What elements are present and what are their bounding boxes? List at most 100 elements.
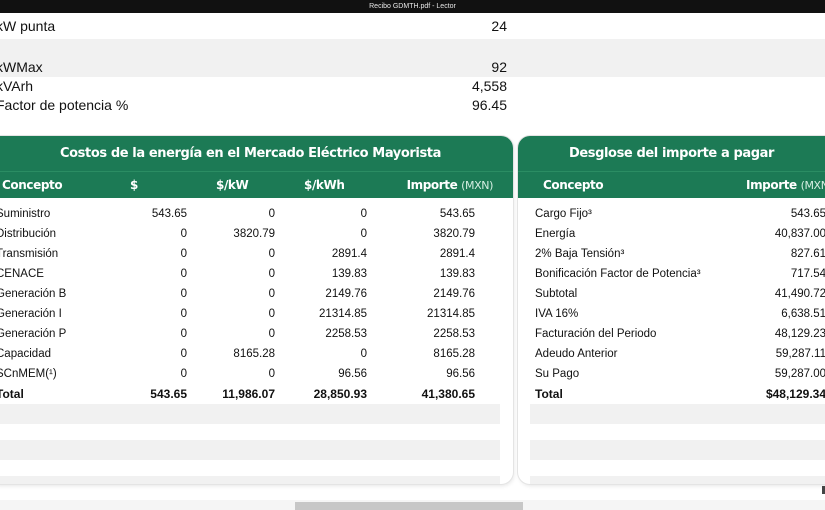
cell-per-kwh: 2149.76 [325, 288, 367, 300]
table-row: Suministro 543.65 0 0 543.65 [0, 204, 513, 224]
header-per-kwh: $/kWh [304, 178, 345, 192]
empty-row [530, 404, 825, 424]
cell-importe: 2258.53 [433, 328, 475, 340]
cell-pesos: 543.65 [151, 208, 187, 220]
total-importe: $48,129.34 [765, 387, 825, 401]
header-importe: Importe (MXN) [746, 172, 825, 199]
table-row: Facturación del Periodo 48,129.23 [518, 324, 825, 344]
cell-concepto: Capacidad [0, 348, 51, 360]
cell-per-kw: 0 [268, 208, 275, 220]
cell-per-kwh: 2891.4 [331, 248, 367, 260]
cell-concepto: CENACE [0, 268, 44, 280]
cell-importe: 717.54 [790, 268, 825, 280]
cell-importe: 59,287.11 [775, 348, 825, 360]
cell-importe: 543.65 [439, 208, 475, 220]
cell-pesos: 0 [180, 268, 187, 280]
total-row: Total $48,129.34 [518, 384, 825, 404]
header-importe: Importe (MXN) [406, 172, 494, 199]
empty-row [0, 476, 500, 484]
table-row: Generación I 0 0 21314.85 21314.85 [0, 304, 513, 324]
table-row: Adeudo Anterior 59,287.11 [518, 344, 825, 364]
table-row: Cargo Fijo³ 543.65 [518, 204, 825, 224]
empty-row [0, 440, 500, 460]
cell-importe: 96.56 [446, 368, 475, 380]
cell-importe: 3820.79 [433, 228, 475, 240]
summary-row-kw-punta: kW punta 24 [0, 17, 825, 36]
cell-per-kwh: 2258.53 [325, 328, 367, 340]
summary-label: kW punta [0, 18, 56, 34]
cell-per-kw: 0 [268, 368, 275, 380]
cell-concepto: 2% Baja Tensión³ [535, 248, 625, 260]
cell-importe: 8165.28 [433, 348, 475, 360]
summary-row-blank [0, 39, 825, 58]
total-row: Total 543.65 11,986.07 28,850.93 41,380.65 [0, 384, 513, 404]
empty-row [530, 440, 825, 460]
table-row: CENACE 0 0 139.83 139.83 [0, 264, 513, 284]
cell-importe: 48,129.23 [774, 328, 825, 340]
cell-pesos: 0 [180, 328, 187, 340]
table-row: Distribución 0 3820.79 0 3820.79 [0, 224, 513, 244]
cell-per-kwh: 0 [360, 208, 367, 220]
cell-concepto: IVA 16% [535, 308, 579, 320]
total-importe: 41,380.65 [421, 387, 475, 401]
summary-row-kwmax: kWMax 92 [0, 58, 825, 77]
cell-per-kw: 8165.28 [233, 348, 275, 360]
table-row: Generación B 0 0 2149.76 2149.76 [0, 284, 513, 304]
summary-value: 4,558 [471, 78, 507, 94]
cell-importe: 827.61 [790, 248, 825, 260]
cell-pesos: 0 [180, 368, 187, 380]
cell-concepto: Facturación del Periodo [535, 328, 657, 340]
cell-concepto: SCnMEM(¹) [0, 368, 57, 380]
cell-per-kwh: 0 [360, 348, 367, 360]
cell-importe: 2891.4 [439, 248, 475, 260]
breakdown-title: Desglose del importe a pagar [518, 136, 825, 172]
resize-grip-icon[interactable] [822, 486, 825, 494]
cell-per-kw: 0 [268, 268, 275, 280]
cell-concepto: Adeudo Anterior [535, 348, 618, 360]
cell-concepto: Cargo Fijo³ [535, 208, 592, 220]
empty-row [0, 404, 500, 424]
total-pesos: 543.65 [150, 387, 187, 401]
table-row: Transmisión 0 0 2891.4 2891.4 [0, 244, 513, 264]
cell-per-kwh: 0 [360, 228, 367, 240]
cell-concepto: Generación P [0, 328, 67, 340]
summary-value: 24 [491, 18, 507, 34]
header-importe-label: Importe [406, 178, 458, 192]
summary-row-factor-potencia: Factor de potencia % 96.45 [0, 96, 825, 115]
header-per-kw: $/kW [216, 178, 249, 192]
total-per-kw: 11,986.07 [222, 387, 275, 401]
table-row: Generación P 0 0 2258.53 2258.53 [0, 324, 513, 344]
table-row: Subtotal 41,490.72 [518, 284, 825, 304]
total-label: Total [535, 387, 563, 401]
cell-importe: 21314.85 [427, 308, 475, 320]
cell-importe: 139.83 [439, 268, 475, 280]
cell-importe: 41,490.72 [774, 288, 825, 300]
cell-per-kw: 0 [268, 328, 275, 340]
cell-pesos: 0 [180, 248, 187, 260]
summary-value: 96.45 [471, 97, 507, 113]
summary-label: Factor de potencia % [0, 97, 129, 113]
cell-per-kw: 3820.79 [233, 228, 275, 240]
table-row: Energía 40,837.00 [518, 224, 825, 244]
cell-concepto: Generación B [0, 288, 67, 300]
cell-concepto: Suministro [0, 208, 51, 220]
table-row: SCnMEM(¹) 0 0 96.56 96.56 [0, 364, 513, 384]
window-title: Recibo GDMTH.pdf - Lector [0, 0, 825, 13]
cell-concepto: Distribución [0, 228, 57, 240]
breakdown-header-row: Concepto Importe (MXN) [518, 172, 825, 198]
horizontal-scrollbar-thumb[interactable] [295, 502, 523, 510]
cell-importe: 40,837.00 [774, 228, 825, 240]
cell-per-kw: 0 [268, 248, 275, 260]
header-concepto: Concepto [2, 178, 63, 192]
header-importe-unit: (MXN) [800, 179, 825, 192]
cell-concepto: Transmisión [0, 248, 59, 260]
cell-per-kw: 0 [268, 288, 275, 300]
cell-pesos: 0 [180, 288, 187, 300]
cell-importe: 6,638.51 [781, 308, 825, 320]
cell-importe: 543.65 [790, 208, 825, 220]
header-pesos: $ [130, 178, 138, 192]
header-concepto: Concepto [543, 178, 604, 192]
table-row: IVA 16% 6,638.51 [518, 304, 825, 324]
cell-concepto: Generación I [0, 308, 62, 320]
cell-per-kwh: 21314.85 [319, 308, 367, 320]
